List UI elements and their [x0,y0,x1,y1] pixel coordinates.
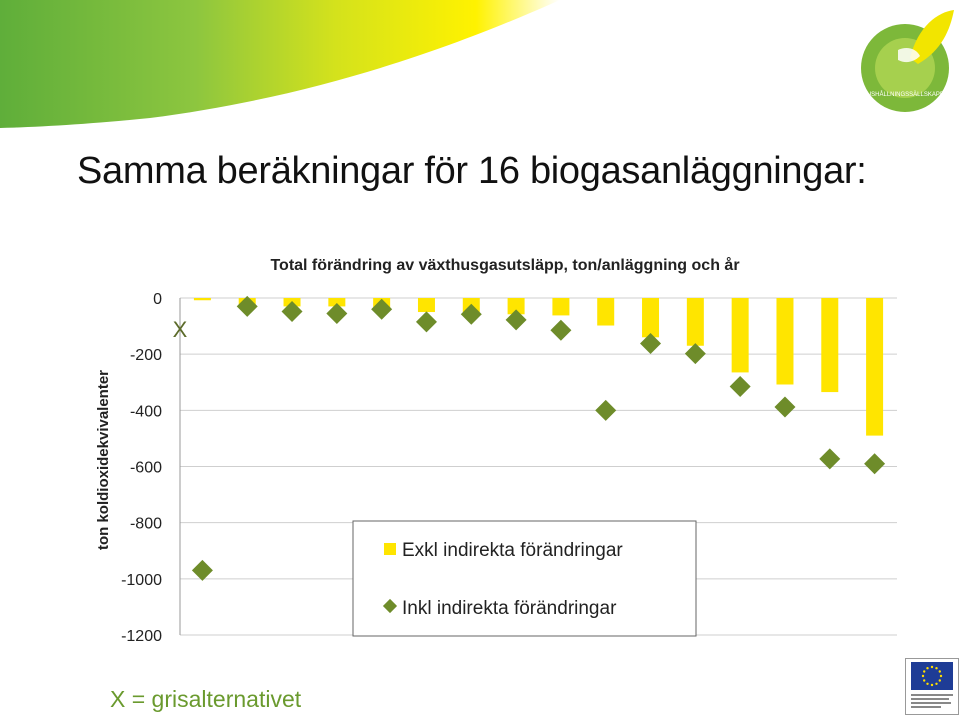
y-tick-label: -200 [130,347,162,364]
marker-inkl [281,300,303,322]
legend-label-exkl: Exkl indirekta förändringar [402,540,623,561]
marker-inkl [371,298,393,320]
bar-exkl [642,298,660,338]
y-tick-label: 0 [153,291,162,308]
chart-legend: Exkl indirekta förändringar Inkl indirek… [352,520,697,637]
marker-inkl [326,302,348,324]
eu-star-icon [926,682,929,685]
eu-star-icon [935,682,938,685]
bar-exkl [821,298,839,393]
eu-star-icon [921,674,925,678]
y-tick-label: -600 [130,460,162,477]
eu-star-icon [923,670,926,673]
emissions-chart: Total förändring av växthusgasutsläpp, t… [95,256,897,645]
bar-exkl [507,298,525,315]
y-tick-label: -400 [130,403,162,420]
bar-exkl [731,298,749,373]
eu-star-icon [938,670,941,673]
slide-title: Samma beräkningar för 16 biogasanläggnin… [77,150,867,192]
bar-exkl [686,298,704,346]
bar-exkl [776,298,794,385]
marker-inkl [729,375,751,397]
bar-exkl [417,298,435,313]
eu-star-icon [935,667,938,670]
y-tick-label: -800 [130,516,162,533]
top-decorative-band [0,0,560,128]
marker-series [191,295,886,581]
marker-inkl [684,343,706,365]
eu-star-icon [926,667,929,670]
marker-inkl [460,303,482,325]
eu-star-icon [939,674,943,678]
eu-star-icon [938,679,941,682]
footnote: X = grisalternativet [110,686,302,712]
marker-inkl [640,332,662,354]
eu-emblem [905,658,959,715]
y-tick-label: -1200 [121,628,162,645]
marker-inkl [550,319,572,341]
marker-inkl [819,448,841,470]
marker-inkl [236,295,258,317]
pig-alternative-marker: X [173,317,188,342]
marker-inkl [415,311,437,333]
marker-inkl [864,453,886,475]
bar-exkl [597,298,615,326]
bar-exkl [866,298,884,436]
bar-series [193,298,884,436]
y-tick-labels: 0 -200 -400 -600 -800 -1000 -1200 [121,291,162,645]
logo-text: HUSHÅLLNINGSSÄLLSKAPET [862,91,947,98]
bar-exkl [193,298,211,301]
legend-marker-swatch [382,598,398,614]
eu-star-icon [923,679,926,682]
chart-title: Total förändring av växthusgasutsläpp, t… [270,256,739,274]
marker-inkl [191,559,213,581]
marker-inkl [595,399,617,421]
bar-exkl [552,298,570,316]
legend-label-inkl: Inkl indirekta förändringar [402,598,617,619]
eu-star-icon [930,665,934,669]
y-axis-label: ton koldioxidekvivalenter [95,370,112,550]
marker-inkl [774,396,796,418]
legend-bar-swatch [384,543,396,555]
eu-star-icon [930,683,934,687]
y-tick-label: -1000 [121,572,162,589]
hushallningssallskapet-logo: HUSHÅLLNINGSSÄLLSKAPET [858,6,958,116]
bar-exkl [328,298,346,307]
marker-inkl [505,309,527,331]
